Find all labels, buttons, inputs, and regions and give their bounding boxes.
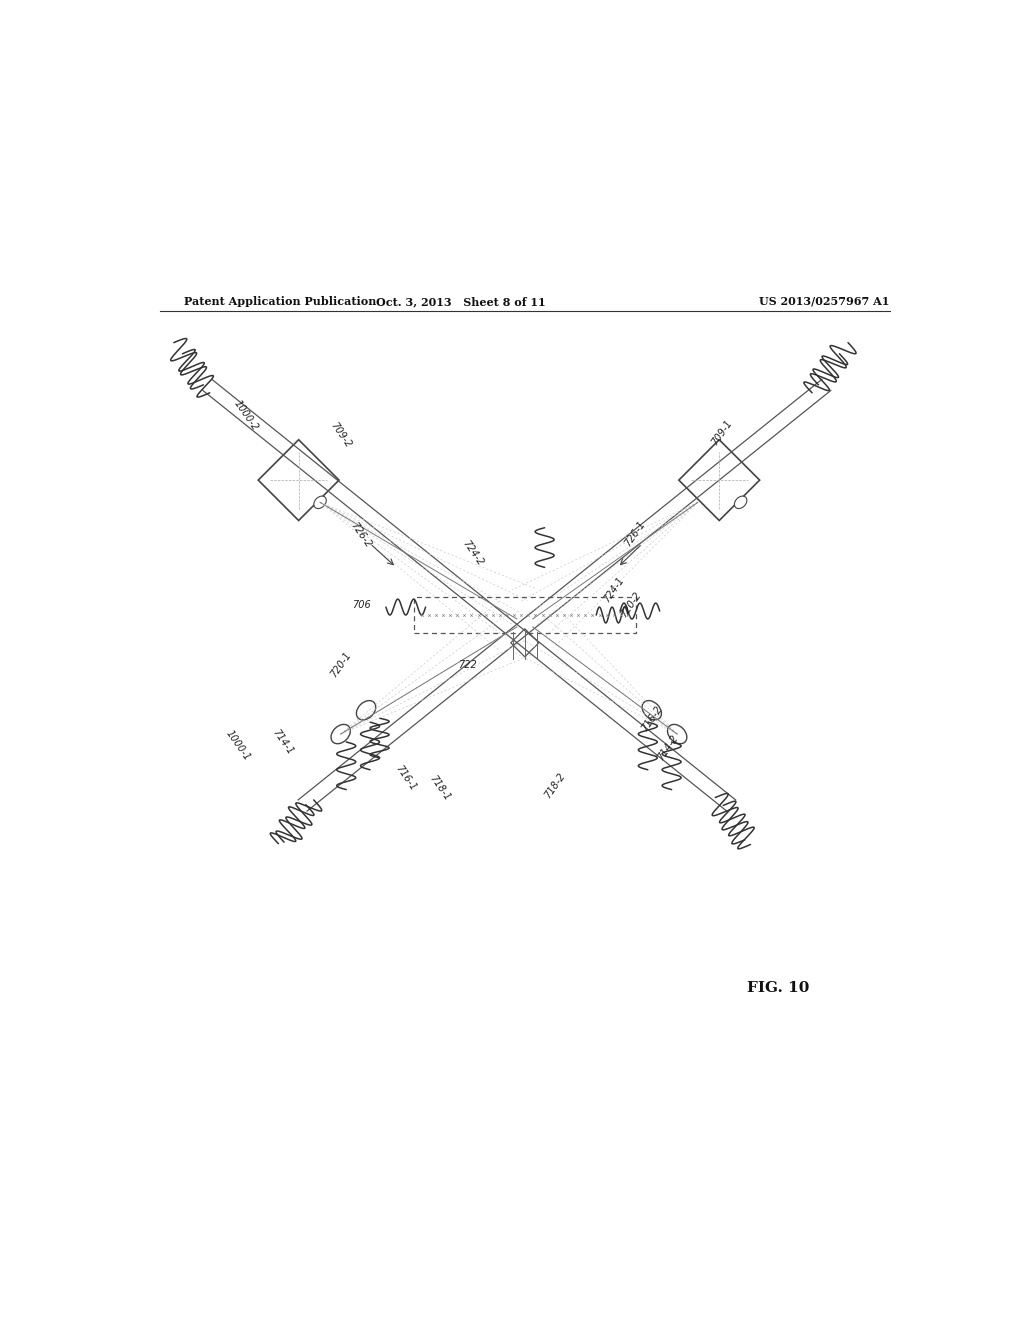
Ellipse shape [734, 496, 746, 508]
Text: 709-2: 709-2 [329, 420, 353, 449]
Text: 718-1: 718-1 [428, 774, 453, 803]
Text: 709-1: 709-1 [710, 418, 734, 447]
Text: 706: 706 [352, 599, 371, 610]
Text: 1000-2: 1000-2 [231, 397, 259, 432]
Text: 1000-1: 1000-1 [223, 729, 252, 763]
Text: 720-2: 720-2 [618, 590, 643, 619]
Ellipse shape [356, 701, 376, 719]
Ellipse shape [532, 610, 557, 628]
Text: Patent Application Publication: Patent Application Publication [183, 296, 376, 308]
Ellipse shape [642, 701, 662, 719]
Text: 722: 722 [459, 660, 477, 671]
Bar [511, 628, 539, 657]
Text: 726-2: 726-2 [348, 520, 373, 549]
Text: 716-1: 716-1 [393, 763, 418, 792]
Ellipse shape [331, 725, 350, 743]
Bar [679, 440, 760, 520]
Ellipse shape [668, 725, 687, 743]
Text: 714-1: 714-1 [270, 727, 295, 756]
Ellipse shape [313, 496, 327, 508]
Ellipse shape [494, 610, 517, 628]
Bar [414, 597, 636, 632]
Bar [258, 440, 339, 520]
Text: 714-2: 714-2 [655, 733, 680, 762]
Text: 726-1: 726-1 [622, 519, 646, 548]
Text: 724-1: 724-1 [601, 576, 626, 605]
Text: 724-2: 724-2 [461, 539, 485, 568]
Text: 720-1: 720-1 [329, 651, 353, 680]
Text: 716-2: 716-2 [640, 704, 664, 733]
Text: 718-2: 718-2 [543, 771, 567, 800]
Text: US 2013/0257967 A1: US 2013/0257967 A1 [760, 296, 890, 308]
Text: FIG. 10: FIG. 10 [748, 981, 809, 995]
Text: Oct. 3, 2013   Sheet 8 of 11: Oct. 3, 2013 Sheet 8 of 11 [377, 296, 546, 308]
